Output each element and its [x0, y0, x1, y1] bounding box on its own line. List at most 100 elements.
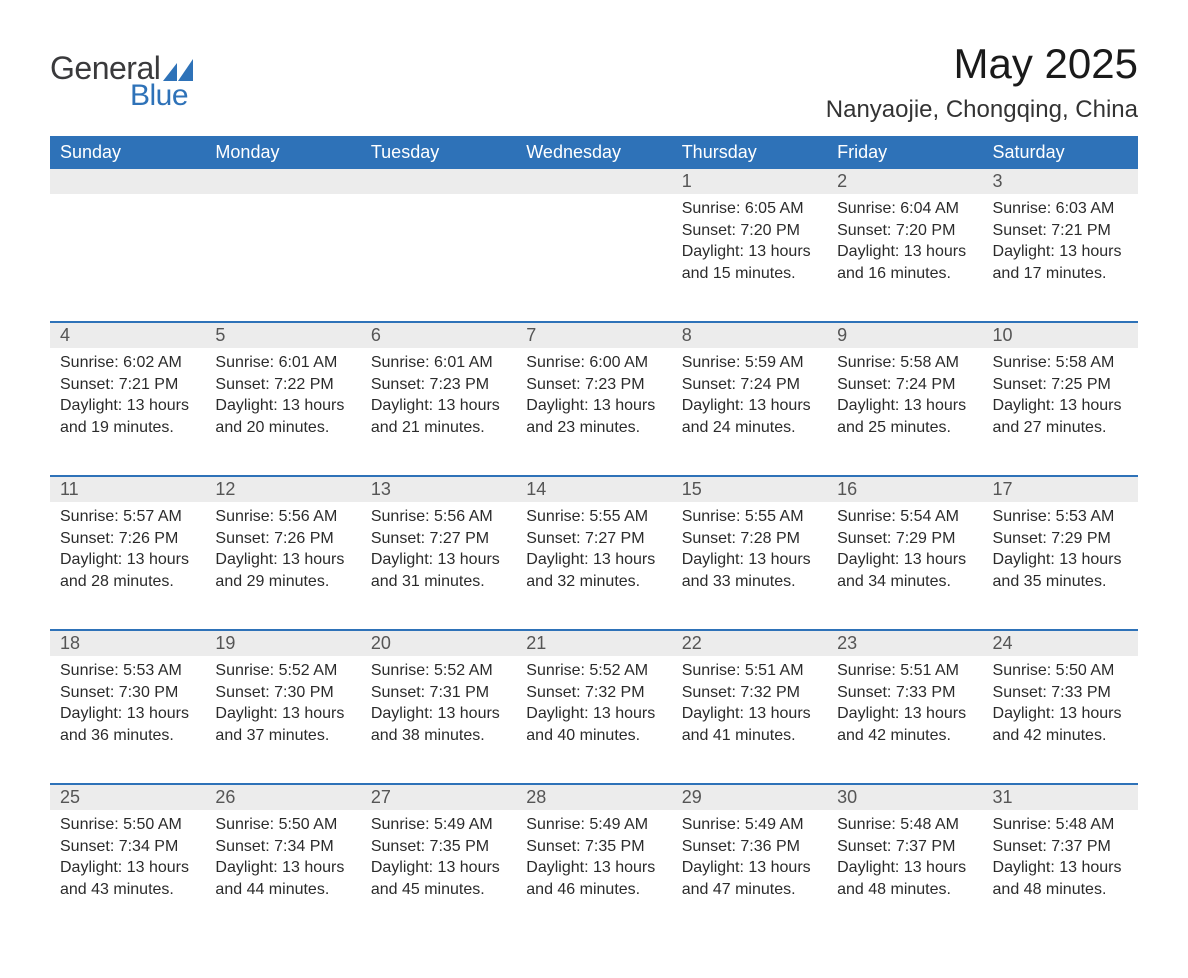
day-body-cell: Sunrise: 6:04 AMSunset: 7:20 PMDaylight:…: [827, 194, 982, 322]
calendar-table: Sunday Monday Tuesday Wednesday Thursday…: [50, 136, 1138, 938]
day-number-cell: 17: [983, 476, 1138, 502]
day-number-cell: 24: [983, 630, 1138, 656]
sunrise-line: Sunrise: 6:04 AM: [837, 198, 972, 220]
daylight-line: Daylight: 13 hours and 45 minutes.: [371, 857, 506, 900]
sunrise-line: Sunrise: 6:05 AM: [682, 198, 817, 220]
day-number-cell: 9: [827, 322, 982, 348]
daylight-line: Daylight: 13 hours and 37 minutes.: [215, 703, 350, 746]
day-body-cell: Sunrise: 5:50 AMSunset: 7:33 PMDaylight:…: [983, 656, 1138, 784]
weekday-header: Wednesday: [516, 136, 671, 169]
day-body-cell: Sunrise: 6:05 AMSunset: 7:20 PMDaylight:…: [672, 194, 827, 322]
sunset-line: Sunset: 7:21 PM: [60, 374, 195, 396]
weekday-header: Monday: [205, 136, 360, 169]
sunrise-line: Sunrise: 5:53 AM: [993, 506, 1128, 528]
day-body-cell: Sunrise: 5:51 AMSunset: 7:32 PMDaylight:…: [672, 656, 827, 784]
sunset-line: Sunset: 7:30 PM: [215, 682, 350, 704]
day-body-cell: Sunrise: 5:53 AMSunset: 7:29 PMDaylight:…: [983, 502, 1138, 630]
month-title: May 2025: [826, 40, 1138, 88]
day-number-cell: 25: [50, 784, 205, 810]
sunrise-line: Sunrise: 5:55 AM: [526, 506, 661, 528]
day-body-cell: Sunrise: 5:48 AMSunset: 7:37 PMDaylight:…: [983, 810, 1138, 938]
day-number-cell: 5: [205, 322, 360, 348]
sunrise-line: Sunrise: 5:52 AM: [215, 660, 350, 682]
sunrise-line: Sunrise: 5:54 AM: [837, 506, 972, 528]
day-body-cell: Sunrise: 5:55 AMSunset: 7:27 PMDaylight:…: [516, 502, 671, 630]
sunrise-line: Sunrise: 5:51 AM: [682, 660, 817, 682]
day-number-row: 45678910: [50, 322, 1138, 348]
sunrise-line: Sunrise: 5:48 AM: [993, 814, 1128, 836]
daylight-line: Daylight: 13 hours and 42 minutes.: [837, 703, 972, 746]
daylight-line: Daylight: 13 hours and 32 minutes.: [526, 549, 661, 592]
sunset-line: Sunset: 7:33 PM: [993, 682, 1128, 704]
weekday-header: Friday: [827, 136, 982, 169]
day-number-cell: 31: [983, 784, 1138, 810]
daylight-line: Daylight: 13 hours and 48 minutes.: [837, 857, 972, 900]
sunset-line: Sunset: 7:27 PM: [371, 528, 506, 550]
sunset-line: Sunset: 7:20 PM: [837, 220, 972, 242]
daylight-line: Daylight: 13 hours and 20 minutes.: [215, 395, 350, 438]
day-number-cell: 23: [827, 630, 982, 656]
sunrise-line: Sunrise: 5:49 AM: [371, 814, 506, 836]
day-number-cell: 19: [205, 630, 360, 656]
day-body-cell: Sunrise: 5:50 AMSunset: 7:34 PMDaylight:…: [205, 810, 360, 938]
day-body-cell: Sunrise: 5:50 AMSunset: 7:34 PMDaylight:…: [50, 810, 205, 938]
daylight-line: Daylight: 13 hours and 43 minutes.: [60, 857, 195, 900]
sunrise-line: Sunrise: 5:50 AM: [60, 814, 195, 836]
day-number-row: 11121314151617: [50, 476, 1138, 502]
sunrise-line: Sunrise: 6:01 AM: [215, 352, 350, 374]
day-number-cell: 11: [50, 476, 205, 502]
day-body-cell: Sunrise: 5:49 AMSunset: 7:36 PMDaylight:…: [672, 810, 827, 938]
day-body-cell: Sunrise: 6:01 AMSunset: 7:22 PMDaylight:…: [205, 348, 360, 476]
sunrise-line: Sunrise: 5:49 AM: [526, 814, 661, 836]
daylight-line: Daylight: 13 hours and 48 minutes.: [993, 857, 1128, 900]
day-body-cell: Sunrise: 5:56 AMSunset: 7:27 PMDaylight:…: [361, 502, 516, 630]
day-body-cell: Sunrise: 5:58 AMSunset: 7:24 PMDaylight:…: [827, 348, 982, 476]
brand-blue: Blue: [130, 79, 188, 113]
sunrise-line: Sunrise: 5:51 AM: [837, 660, 972, 682]
day-number-cell: 1: [672, 169, 827, 194]
day-number-cell: 18: [50, 630, 205, 656]
day-body-cell: [516, 194, 671, 322]
day-number-cell: 16: [827, 476, 982, 502]
day-body-cell: Sunrise: 5:52 AMSunset: 7:32 PMDaylight:…: [516, 656, 671, 784]
daylight-line: Daylight: 13 hours and 27 minutes.: [993, 395, 1128, 438]
sunset-line: Sunset: 7:26 PM: [215, 528, 350, 550]
location-subtitle: Nanyaojie, Chongqing, China: [826, 96, 1138, 124]
sunrise-line: Sunrise: 6:03 AM: [993, 198, 1128, 220]
day-body-row: Sunrise: 6:05 AM Sunset: 7:20 PM Daylight:…: [50, 194, 1138, 322]
daylight-line: Daylight: 13 hours and 35 minutes.: [993, 549, 1128, 592]
day-number-cell: 14: [516, 476, 671, 502]
sunset-line: Sunset: 7:35 PM: [371, 836, 506, 858]
daylight-line: Daylight: 13 hours and 17 minutes.: [993, 241, 1128, 284]
day-body-cell: Sunrise: 5:54 AMSunset: 7:29 PMDaylight:…: [827, 502, 982, 630]
day-body-cell: Sunrise: 6:00 AMSunset: 7:23 PMDaylight:…: [516, 348, 671, 476]
weekday-header: Tuesday: [361, 136, 516, 169]
day-body-row: Sunrise: 5:53 AMSunset: 7:30 PMDaylight:…: [50, 656, 1138, 784]
daylight-line: Daylight: 13 hours and 46 minutes.: [526, 857, 661, 900]
sunrise-line: Sunrise: 5:53 AM: [60, 660, 195, 682]
daylight-line: Daylight: 13 hours and 25 minutes.: [837, 395, 972, 438]
weekday-header: Saturday: [983, 136, 1138, 169]
sunrise-line: Sunrise: 5:52 AM: [526, 660, 661, 682]
sunset-line: Sunset: 7:37 PM: [837, 836, 972, 858]
daylight-line: Daylight: 13 hours and 21 minutes.: [371, 395, 506, 438]
day-number-cell: 20: [361, 630, 516, 656]
day-number-cell: 6: [361, 322, 516, 348]
sunset-line: Sunset: 7:33 PM: [837, 682, 972, 704]
sunrise-line: Sunrise: 5:56 AM: [371, 506, 506, 528]
day-number-cell: 15: [672, 476, 827, 502]
sunset-line: Sunset: 7:37 PM: [993, 836, 1128, 858]
sunset-line: Sunset: 7:22 PM: [215, 374, 350, 396]
daylight-line: Daylight: 13 hours and 36 minutes.: [60, 703, 195, 746]
day-number-cell: 27: [361, 784, 516, 810]
sunrise-line: Sunrise: 5:52 AM: [371, 660, 506, 682]
weekday-header: Thursday: [672, 136, 827, 169]
day-body-cell: Sunrise: 5:49 AMSunset: 7:35 PMDaylight:…: [516, 810, 671, 938]
daylight-line: Daylight: 13 hours and 29 minutes.: [215, 549, 350, 592]
sunrise-line: Sunrise: 6:02 AM: [60, 352, 195, 374]
sunset-line: Sunset: 7:34 PM: [60, 836, 195, 858]
daylight-line: Daylight: 13 hours and 28 minutes.: [60, 549, 195, 592]
weekday-header: Sunday: [50, 136, 205, 169]
day-body-cell: Sunrise: 5:53 AMSunset: 7:30 PMDaylight:…: [50, 656, 205, 784]
day-body-cell: Sunrise: 5:59 AMSunset: 7:24 PMDaylight:…: [672, 348, 827, 476]
